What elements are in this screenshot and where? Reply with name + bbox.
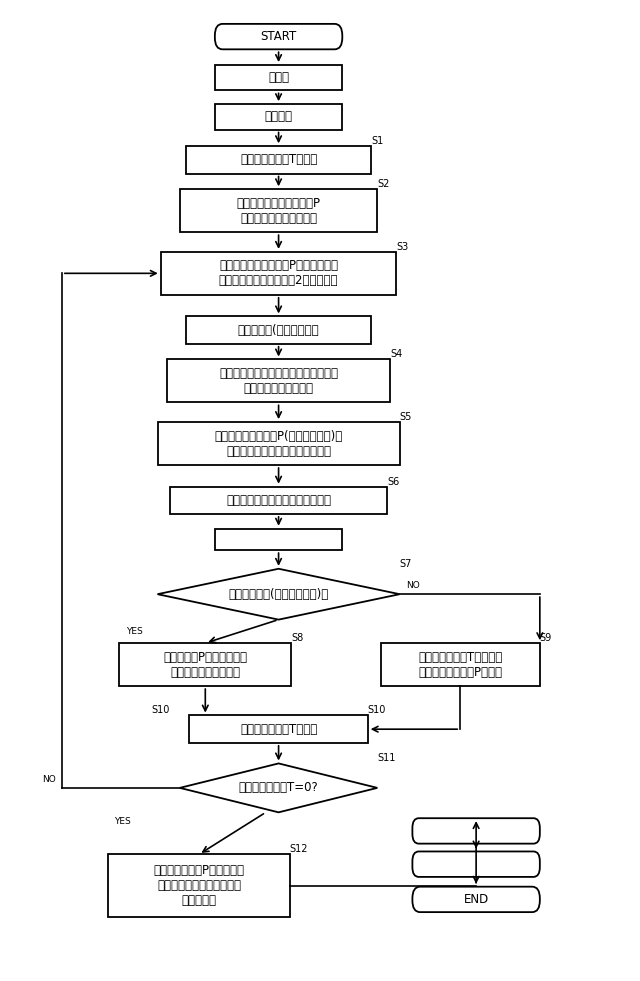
- Text: YES: YES: [115, 817, 131, 826]
- Text: 最終パラメータPを用いた算
出対象リンクの統計情報の
推定値算出: 最終パラメータPを用いた算 出対象リンクの統計情報の 推定値算出: [154, 864, 244, 907]
- Text: 地域毎: 地域毎: [268, 72, 289, 84]
- Text: 基準リンク(進行方向）毎: 基準リンク(進行方向）毎: [238, 324, 319, 336]
- Text: YES: YES: [125, 628, 142, 637]
- Text: S10: S10: [151, 705, 170, 715]
- Text: S2: S2: [378, 180, 390, 189]
- Bar: [186, 146, 371, 174]
- Text: 時間帯毎: 時間帯毎: [264, 110, 292, 124]
- Text: スコア（＝統計情報の差分）算出: スコア（＝統計情報の差分）算出: [226, 493, 331, 507]
- Bar: [108, 854, 290, 917]
- Text: S3: S3: [396, 241, 409, 252]
- Text: S11: S11: [378, 753, 396, 763]
- Text: START: START: [260, 30, 297, 43]
- Bar: [119, 644, 291, 686]
- Text: 温度パラメータTに基づく
確率でパラメータPの更新: 温度パラメータTに基づく 確率でパラメータPの更新: [418, 650, 502, 679]
- Polygon shape: [157, 569, 399, 620]
- FancyBboxPatch shape: [215, 24, 342, 49]
- Text: S6: S6: [387, 477, 399, 487]
- Bar: [180, 189, 378, 232]
- Text: S5: S5: [399, 412, 412, 422]
- Bar: [157, 422, 399, 465]
- Text: いずれかのパラメータPについて新た
な値にランダムで変更（2回目以降）: いずれかのパラメータPについて新た な値にランダムで変更（2回目以降）: [219, 259, 339, 287]
- Text: S1: S1: [371, 136, 383, 146]
- Text: S4: S4: [390, 349, 403, 359]
- Bar: [170, 487, 387, 514]
- Text: S10: S10: [368, 705, 386, 715]
- Text: スコアが改善(小さくなった)？: スコアが改善(小さくなった)？: [228, 588, 329, 600]
- FancyBboxPatch shape: [412, 887, 540, 912]
- Text: S12: S12: [290, 845, 308, 854]
- Bar: [186, 317, 371, 343]
- Text: パラメータPを算出に用い
た新たな変更値に更新: パラメータPを算出に用い た新たな変更値に更新: [163, 650, 247, 679]
- Bar: [167, 359, 390, 402]
- Bar: [381, 644, 540, 686]
- Bar: [189, 715, 368, 743]
- Text: 温度パラメータT初期化: 温度パラメータT初期化: [240, 153, 317, 167]
- Text: S9: S9: [540, 633, 552, 644]
- Text: 道路属性毎にパラメータP
を規定し、初期値を代入: 道路属性毎にパラメータP を規定し、初期値を代入: [237, 197, 321, 225]
- Text: S8: S8: [291, 633, 303, 644]
- Bar: [215, 529, 342, 550]
- Text: 変更後のパラメータP(初回は初期値)を
用いて基準リンクの統計情報算出: 変更後のパラメータP(初回は初期値)を 用いて基準リンクの統計情報算出: [214, 430, 342, 457]
- Text: 温度パラメータTの更新: 温度パラメータTの更新: [240, 723, 317, 736]
- FancyBboxPatch shape: [412, 852, 540, 877]
- Bar: [215, 65, 342, 90]
- Bar: [215, 104, 342, 129]
- Text: NO: NO: [406, 582, 420, 591]
- Polygon shape: [180, 763, 378, 812]
- Text: 基準リンクの実測値（プローブ情報）
に基づく統計情報取得: 基準リンクの実測値（プローブ情報） に基づく統計情報取得: [219, 367, 338, 395]
- Text: S7: S7: [399, 559, 412, 569]
- Text: 温度パラメータT=0?: 温度パラメータT=0?: [239, 782, 319, 795]
- Bar: [161, 252, 396, 295]
- FancyBboxPatch shape: [412, 818, 540, 844]
- Text: END: END: [463, 893, 489, 905]
- Text: NO: NO: [42, 775, 56, 784]
